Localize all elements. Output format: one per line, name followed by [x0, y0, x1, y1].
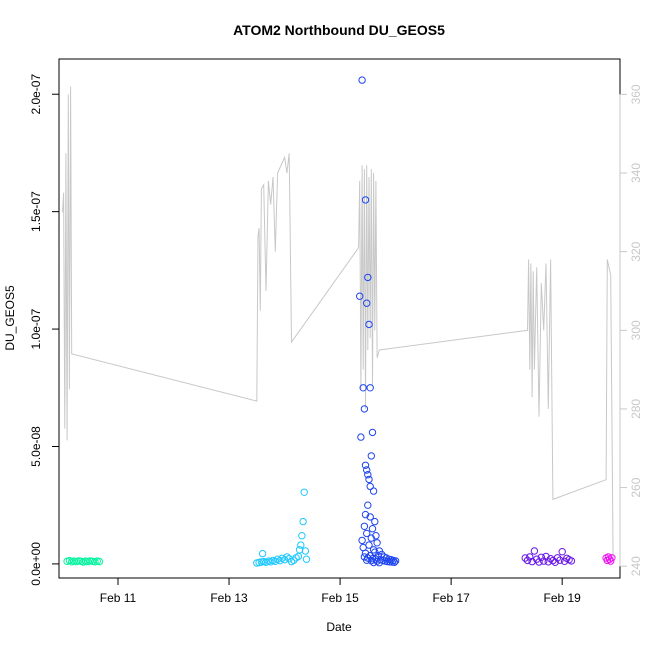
- y2-tick-label: 320: [629, 241, 643, 261]
- data-point: [361, 510, 370, 519]
- data-point: [373, 557, 381, 565]
- data-point: [363, 529, 371, 538]
- data-point: [526, 553, 534, 561]
- data-point: [535, 558, 543, 566]
- y2-tick-label: 340: [629, 163, 643, 183]
- data-point: [258, 549, 267, 558]
- data-point: [358, 536, 366, 545]
- data-point: [364, 471, 372, 479]
- data-point: [558, 548, 566, 556]
- data-point: [364, 501, 372, 509]
- data-point: [553, 554, 562, 562]
- data-point: [361, 461, 370, 469]
- data-point: [95, 557, 104, 566]
- data-point: [368, 525, 377, 533]
- x-tick-label: Feb 13: [210, 591, 248, 605]
- data-point: [276, 556, 284, 565]
- data-point: [294, 552, 303, 561]
- data-point: [386, 558, 394, 566]
- y-tick-label: 0.0e+00: [29, 542, 43, 586]
- y-tick-label: 1.0e-07: [29, 308, 43, 349]
- data-point: [367, 452, 375, 460]
- data-point: [297, 541, 305, 549]
- data-point: [540, 557, 548, 565]
- data-point: [537, 553, 545, 561]
- data-point: [607, 557, 615, 565]
- series-line: [62, 86, 614, 559]
- data-point: [368, 428, 377, 437]
- data-point: [356, 292, 364, 300]
- y2-tick-label: 240: [629, 556, 643, 576]
- y-axis: 0.0e+00 5.0e-08 1.0e-07 1.5e-07 2.0e-07: [29, 74, 60, 586]
- data-point: [369, 558, 378, 567]
- data-point: [372, 532, 380, 540]
- data-point: [367, 534, 375, 542]
- line-layer: [62, 86, 614, 559]
- data-point: [298, 532, 306, 540]
- data-point: [290, 556, 298, 564]
- data-point: [521, 554, 529, 562]
- y2-tick-label: 360: [629, 84, 643, 104]
- x-axis: Feb 11 Feb 13 Feb 15 Feb 17 Feb 19: [100, 577, 581, 605]
- y-axis-label: DU_GEOS5: [3, 285, 17, 351]
- data-point: [556, 556, 564, 564]
- data-point: [358, 76, 366, 84]
- chart-title: ATOM2 Northbound DU_GEOS5: [233, 22, 445, 38]
- y2-tick-label: 300: [629, 320, 643, 340]
- data-point: [366, 482, 374, 491]
- x-tick-label: Feb 11: [100, 591, 137, 605]
- y-tick-label: 5.0e-08: [29, 426, 43, 467]
- data-point: [528, 557, 536, 566]
- y-tick-label: 2.0e-07: [29, 74, 43, 115]
- data-point: [369, 487, 378, 495]
- data-point: [390, 558, 399, 566]
- data-point: [301, 547, 310, 555]
- data-point: [375, 559, 384, 567]
- data-point: [363, 556, 371, 564]
- data-point: [530, 547, 539, 555]
- data-point: [300, 488, 308, 496]
- data-point: [388, 558, 396, 566]
- point-layer: [63, 76, 616, 567]
- data-point: [364, 273, 372, 282]
- data-point: [283, 553, 291, 561]
- y2-tick-label: 280: [629, 399, 643, 419]
- data-point: [302, 555, 311, 563]
- x-tick-label: Feb 19: [543, 591, 581, 605]
- data-point: [360, 405, 369, 413]
- data-point: [367, 556, 375, 565]
- data-point: [361, 196, 370, 204]
- x-tick-label: Feb 15: [321, 591, 359, 605]
- y2-tick-label: 260: [629, 477, 643, 497]
- data-point: [551, 558, 559, 566]
- data-point: [363, 299, 371, 307]
- data-point: [371, 517, 379, 526]
- data-point: [365, 320, 373, 329]
- x-tick-label: Feb 17: [432, 591, 470, 605]
- data-point: [373, 539, 381, 547]
- data-point: [567, 557, 576, 565]
- y2-axis: 240 260 280 300 320 340 360: [619, 84, 643, 576]
- data-point: [359, 384, 367, 392]
- y-tick-label: 1.5e-07: [29, 191, 43, 232]
- data-point: [271, 557, 279, 565]
- x-axis-label: Date: [326, 620, 352, 634]
- data-point: [363, 466, 371, 474]
- data-point: [391, 557, 400, 565]
- data-point: [360, 522, 369, 530]
- data-point: [546, 555, 555, 563]
- data-point: [299, 517, 307, 526]
- data-point: [383, 557, 392, 566]
- data-point: [365, 475, 373, 484]
- data-point: [357, 433, 365, 441]
- data-point: [366, 384, 374, 392]
- data-point: [608, 554, 616, 562]
- data-point: [366, 513, 374, 521]
